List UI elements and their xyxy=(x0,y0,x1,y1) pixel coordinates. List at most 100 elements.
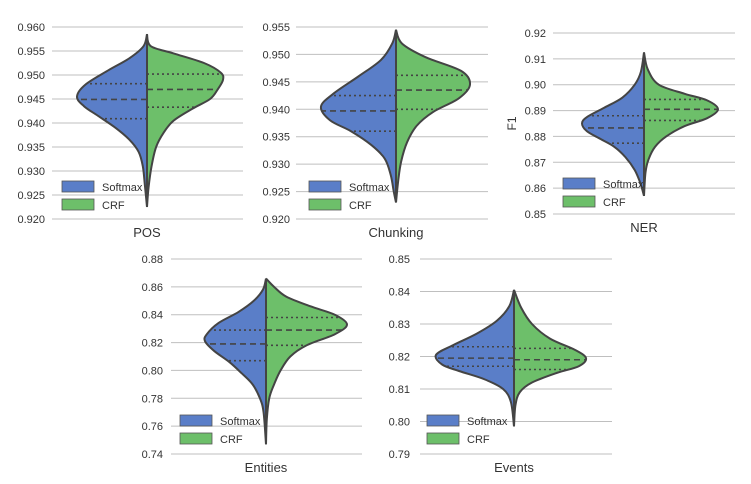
violin-outline xyxy=(434,289,515,427)
y-tick-label: 0.84 xyxy=(142,310,163,322)
y-tick-label: 0.78 xyxy=(142,393,163,405)
y-tick-label: 0.940 xyxy=(17,118,45,130)
y-tick-label: 0.83 xyxy=(389,319,410,331)
legend-label-softmax: Softmax xyxy=(102,182,143,194)
legend-label-crf: CRF xyxy=(220,434,243,446)
y-tick-label: 0.950 xyxy=(262,49,290,61)
x-axis-label: Entities xyxy=(245,460,288,475)
violin-half-softmax xyxy=(434,289,515,427)
y-tick-label: 0.950 xyxy=(17,70,45,82)
violin-half-crf xyxy=(395,29,472,203)
x-axis-label: NER xyxy=(630,220,657,235)
violin-outline xyxy=(76,33,148,208)
violin-panel-events: 0.85 0.84 0.83 0.82 0.81 0.80 0.79 Events Softma… xyxy=(389,254,612,475)
violin-outline xyxy=(265,277,349,445)
legend-swatch-softmax xyxy=(61,180,95,193)
violin-half-crf xyxy=(146,33,225,208)
violin-half-softmax xyxy=(319,29,397,203)
violin-panel-entities: 0.88 0.86 0.84 0.82 0.80 0.78 0.76 0.74 Entities… xyxy=(142,254,362,475)
violin-body-crf xyxy=(266,278,347,445)
legend-swatch-crf xyxy=(426,432,460,445)
x-axis-label: Chunking xyxy=(369,225,424,240)
y-tick-label: 0.930 xyxy=(262,159,290,171)
y-tick-label: 0.90 xyxy=(525,80,546,92)
legend-swatch-crf xyxy=(179,432,213,445)
y-tick-label: 0.81 xyxy=(389,384,410,396)
y-tick-label: 0.960 xyxy=(17,22,45,34)
y-tick-label: 0.91 xyxy=(525,54,546,66)
legend-label-softmax: Softmax xyxy=(220,416,261,428)
y-tick-label: 0.945 xyxy=(17,94,45,106)
y-tick-label: 0.930 xyxy=(17,166,45,178)
violin-half-crf xyxy=(513,289,588,427)
y-tick-label: 0.80 xyxy=(142,365,163,377)
legend-swatch-softmax xyxy=(426,414,460,427)
violin-outline xyxy=(643,52,720,196)
y-tick-label: 0.85 xyxy=(525,209,546,221)
violin-body-crf xyxy=(514,289,587,427)
violin-panel-ner: 0.92 0.91 0.90 0.89 0.88 0.87 0.86 0.85 NER F1 Sof… xyxy=(505,28,735,235)
y-tick-label: 0.80 xyxy=(389,417,410,429)
y-tick-label: 0.920 xyxy=(262,214,290,226)
violin-outline xyxy=(513,289,588,427)
legend-swatch-softmax xyxy=(562,177,596,190)
legend-swatch-softmax xyxy=(179,414,213,427)
y-tick-label: 0.945 xyxy=(262,77,290,89)
y-tick-label: 0.84 xyxy=(389,287,410,299)
violin-body-softmax xyxy=(435,289,514,427)
y-tick-label: 0.92 xyxy=(525,28,546,40)
violin-body-softmax xyxy=(582,52,644,196)
violin-half-softmax xyxy=(580,52,645,197)
y-tick-label: 0.74 xyxy=(142,449,163,461)
violin-outline xyxy=(203,278,267,445)
y-tick-label: 0.85 xyxy=(389,254,410,266)
legend-label-softmax: Softmax xyxy=(349,182,390,194)
violin-outline xyxy=(146,33,225,208)
y-tick-label: 0.86 xyxy=(525,183,546,195)
violin-body-crf xyxy=(644,52,718,196)
violin-body-softmax xyxy=(320,29,396,203)
y-tick-label: 0.955 xyxy=(17,46,45,58)
violin-body-crf xyxy=(396,29,471,203)
violin-half-softmax xyxy=(76,33,148,208)
violin-outline xyxy=(319,29,397,203)
y-tick-label: 0.920 xyxy=(17,214,45,226)
y-tick-label: 0.87 xyxy=(525,157,546,169)
y-tick-label: 0.86 xyxy=(142,282,163,294)
x-axis-label: POS xyxy=(133,225,161,240)
legend-label-crf: CRF xyxy=(102,200,125,212)
violin-outline xyxy=(395,29,472,203)
y-tick-label: 0.89 xyxy=(525,106,546,118)
y-tick-label: 0.940 xyxy=(262,104,290,116)
violin-outline xyxy=(580,52,645,197)
y-tick-label: 0.935 xyxy=(262,132,290,144)
y-tick-label: 0.82 xyxy=(142,338,163,350)
legend-swatch-crf xyxy=(562,195,596,208)
violin-half-crf xyxy=(643,52,720,196)
y-tick-label: 0.925 xyxy=(17,190,45,202)
y-tick-label: 0.925 xyxy=(262,187,290,199)
violin-half-crf xyxy=(265,277,349,445)
x-axis-label: Events xyxy=(494,460,534,475)
y-tick-label: 0.82 xyxy=(389,352,410,364)
violin-panel-chunking: 0.955 0.950 0.945 0.940 0.935 0.930 0.925 0.920… xyxy=(262,22,488,240)
legend-label-crf: CRF xyxy=(467,434,490,446)
legend-label-crf: CRF xyxy=(603,197,626,209)
y-tick-label: 0.935 xyxy=(17,142,45,154)
violin-panel-pos: 0.960 0.955 0.950 0.945 0.940 0.935 0.930 0.925… xyxy=(17,22,243,240)
y-tick-label: 0.88 xyxy=(525,131,546,143)
legend-swatch-crf xyxy=(61,198,95,211)
legend-swatch-crf xyxy=(308,198,342,211)
legend-label-crf: CRF xyxy=(349,200,372,212)
legend-swatch-softmax xyxy=(308,180,342,193)
violin-body-crf xyxy=(147,34,224,208)
y-tick-label: 0.76 xyxy=(142,421,163,433)
legend-label-softmax: Softmax xyxy=(467,416,508,428)
y-tick-label: 0.79 xyxy=(389,449,410,461)
y-axis-label: F1 xyxy=(505,116,519,130)
violin-body-softmax xyxy=(76,34,147,208)
legend-label-softmax: Softmax xyxy=(603,179,644,191)
y-tick-label: 0.88 xyxy=(142,254,163,266)
y-tick-label: 0.955 xyxy=(262,22,290,34)
